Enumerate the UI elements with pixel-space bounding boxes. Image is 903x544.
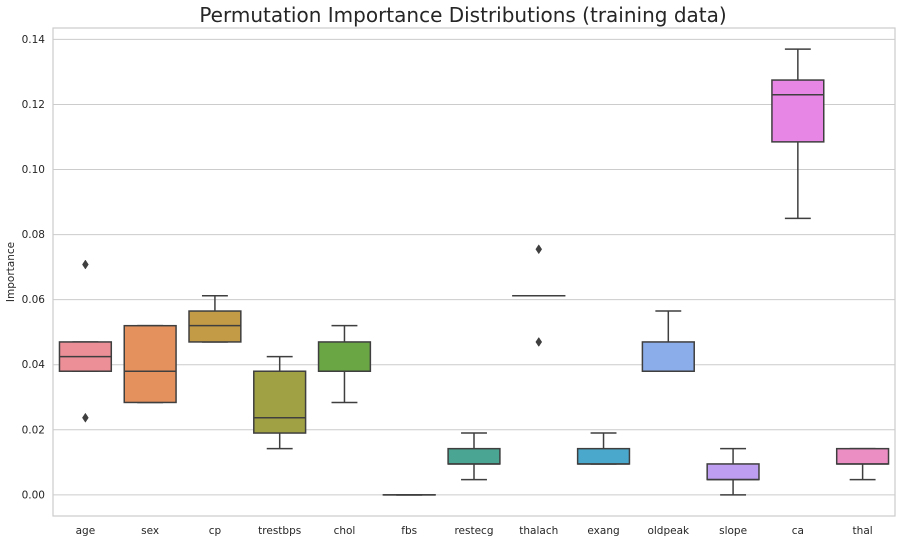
outlier-point: [82, 259, 89, 270]
x-tick-label: slope: [719, 525, 747, 537]
outlier-point: [535, 244, 543, 255]
y-tick-label: 0.00: [22, 489, 45, 501]
iqr-box: [447, 447, 501, 465]
iqr-box: [835, 447, 890, 465]
y-tick-label: 0.14: [22, 34, 46, 46]
iqr-box: [641, 341, 695, 372]
box-restecg: [447, 432, 501, 481]
box-thalach: [512, 244, 566, 347]
y-tick-label: 0.06: [22, 294, 46, 306]
x-tick-label: chol: [334, 525, 356, 537]
box-age: [58, 259, 113, 423]
iqr-box: [123, 324, 177, 404]
box-plots: [58, 48, 890, 496]
box-thal: [835, 447, 890, 481]
box-trestbps: [253, 355, 307, 450]
outlier-point: [82, 412, 89, 423]
box-slope: [706, 447, 760, 496]
box-ca: [771, 48, 825, 220]
iqr-box: [706, 463, 760, 481]
x-tick-label: trestbps: [258, 525, 301, 537]
box-cp: [188, 294, 242, 343]
y-tick-label: 0.10: [22, 164, 45, 176]
chart-title: Permutation Importance Distributions (tr…: [199, 3, 726, 27]
x-tick-label: exang: [587, 525, 619, 537]
iqr-box: [317, 341, 372, 372]
outlier-point: [535, 336, 543, 347]
y-tick-label: 0.04: [22, 359, 46, 371]
y-tick-label: 0.12: [22, 99, 45, 111]
x-tick-label: ca: [792, 525, 804, 537]
x-tick-labels: age sex cp trestbps chol fbs restecg thalach exa…: [76, 525, 873, 537]
box-oldpeak: [641, 310, 695, 372]
x-tick-label: restecg: [454, 525, 493, 537]
plot-frame: [52, 27, 896, 517]
grid-lines: [53, 38, 895, 496]
x-tick-label: cp: [209, 525, 222, 537]
y-tick-label: 0.08: [22, 229, 45, 241]
box-sex: [123, 324, 177, 404]
iqr-box: [253, 370, 307, 434]
box-exang: [576, 432, 631, 465]
y-axis-label: Importance: [5, 242, 17, 302]
y-tick-labels: 0.00 0.02 0.04 0.06 0.08 0.10 0.12 0.14: [22, 34, 46, 501]
x-tick-label: thalach: [519, 525, 558, 537]
box-chol: [317, 324, 372, 404]
iqr-box: [576, 447, 631, 465]
x-tick-label: age: [76, 525, 96, 537]
iqr-box: [771, 79, 825, 143]
x-tick-label: sex: [141, 525, 159, 537]
x-tick-label: fbs: [401, 525, 417, 537]
iqr-box: [188, 310, 242, 343]
x-tick-label: oldpeak: [647, 525, 690, 537]
y-tick-label: 0.02: [22, 424, 45, 436]
x-tick-label: thal: [853, 525, 873, 537]
